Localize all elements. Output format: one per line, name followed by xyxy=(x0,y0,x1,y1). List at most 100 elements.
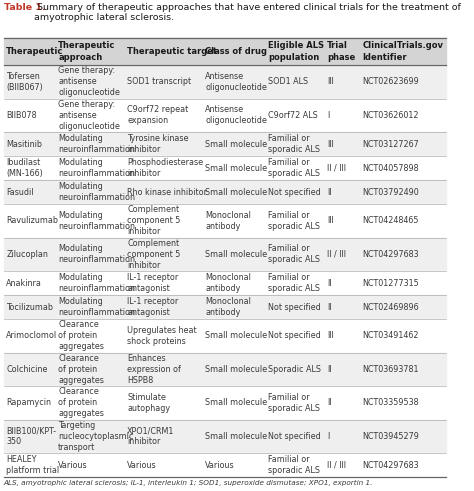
Text: II: II xyxy=(328,188,332,196)
Bar xyxy=(4,132,446,156)
Text: Complement
component 5
inhibitor: Complement component 5 inhibitor xyxy=(127,239,181,270)
Text: III: III xyxy=(328,216,334,225)
Text: NCT03127267: NCT03127267 xyxy=(362,139,419,148)
Text: Familial or
sporadic ALS: Familial or sporadic ALS xyxy=(268,134,320,154)
Text: III: III xyxy=(328,331,334,340)
Text: NCT02469896: NCT02469896 xyxy=(362,302,419,311)
Text: NCT04248465: NCT04248465 xyxy=(362,216,419,225)
Text: SOD1 transcript: SOD1 transcript xyxy=(127,77,191,86)
Text: SOD1 ALS: SOD1 ALS xyxy=(268,77,308,86)
Text: Summary of therapeutic approaches that have entered clinical trials for the trea: Summary of therapeutic approaches that h… xyxy=(34,3,461,23)
Text: Small molecule: Small molecule xyxy=(205,139,267,148)
Text: Class of drug: Class of drug xyxy=(205,47,267,56)
Text: Eligible ALS
population: Eligible ALS population xyxy=(268,41,324,61)
Text: Complement
component 5
inhibitor: Complement component 5 inhibitor xyxy=(127,205,181,236)
Text: I: I xyxy=(328,432,329,441)
Text: Modulating
neuroinflammation: Modulating neuroinflammation xyxy=(58,244,135,264)
Text: Modulating
neuroinflammation: Modulating neuroinflammation xyxy=(58,134,135,154)
Text: Not specified: Not specified xyxy=(268,302,320,311)
Text: Small molecule: Small molecule xyxy=(205,432,267,441)
Text: Small molecule: Small molecule xyxy=(205,250,267,259)
Bar xyxy=(4,419,446,453)
Text: Tocilizumab: Tocilizumab xyxy=(6,302,53,311)
Bar xyxy=(4,65,446,99)
Text: Various: Various xyxy=(58,461,88,469)
Bar xyxy=(4,319,446,353)
Bar xyxy=(4,204,446,238)
Text: Fasudil: Fasudil xyxy=(6,188,34,196)
Text: Upregulates heat
shock proteins: Upregulates heat shock proteins xyxy=(127,326,197,346)
Bar xyxy=(4,99,446,132)
Text: II / III: II / III xyxy=(328,164,346,172)
Text: Anakinra: Anakinra xyxy=(6,278,42,288)
Text: XPO1/CRM1
inhibitor: XPO1/CRM1 inhibitor xyxy=(127,426,174,446)
Text: Various: Various xyxy=(205,461,235,469)
Text: ClinicalTrials.gov
Identifier: ClinicalTrials.gov Identifier xyxy=(362,41,443,61)
Text: Clearance
of protein
aggregates: Clearance of protein aggregates xyxy=(58,354,104,385)
Text: Small molecule: Small molecule xyxy=(205,365,267,374)
Text: II: II xyxy=(328,302,332,311)
Text: Small molecule: Small molecule xyxy=(205,164,267,172)
Text: Targeting
nucleocytoplasmic
transport: Targeting nucleocytoplasmic transport xyxy=(58,421,134,452)
Text: Sporadic ALS: Sporadic ALS xyxy=(268,365,321,374)
Text: Tyrosine kinase
inhibitor: Tyrosine kinase inhibitor xyxy=(127,134,189,154)
Text: Various: Various xyxy=(127,461,156,469)
Text: Enhances
expression of
HSPB8: Enhances expression of HSPB8 xyxy=(127,354,181,385)
Bar xyxy=(4,453,446,477)
Text: Monoclonal
antibody: Monoclonal antibody xyxy=(205,297,251,317)
Text: Monoclonal
antibody: Monoclonal antibody xyxy=(205,273,251,293)
Text: Therapeutic
approach: Therapeutic approach xyxy=(58,41,116,61)
Text: NCT03359538: NCT03359538 xyxy=(362,398,419,407)
Text: Clearance
of protein
aggregates: Clearance of protein aggregates xyxy=(58,320,104,352)
Text: Familial or
sporadic ALS: Familial or sporadic ALS xyxy=(268,244,320,264)
Text: NCT03491462: NCT03491462 xyxy=(362,331,419,340)
Text: Familial or
sporadic ALS: Familial or sporadic ALS xyxy=(268,393,320,413)
Text: NCT04297683: NCT04297683 xyxy=(362,461,419,469)
Bar xyxy=(4,353,446,386)
Text: Modulating
neuroinflammation: Modulating neuroinflammation xyxy=(58,158,135,178)
Text: Small molecule: Small molecule xyxy=(205,398,267,407)
Text: NCT01277315: NCT01277315 xyxy=(362,278,419,288)
Text: Familial or
sporadic ALS: Familial or sporadic ALS xyxy=(268,455,320,475)
Text: Not specified: Not specified xyxy=(268,188,320,196)
Text: Modulating
neuroinflammation: Modulating neuroinflammation xyxy=(58,297,135,317)
Text: Zilucoplan: Zilucoplan xyxy=(6,250,48,259)
Text: Familial or
sporadic ALS: Familial or sporadic ALS xyxy=(268,273,320,293)
Text: III: III xyxy=(328,77,334,86)
Text: Small molecule: Small molecule xyxy=(205,188,267,196)
Text: Trial
phase: Trial phase xyxy=(328,41,356,61)
Text: Clearance
of protein
aggregates: Clearance of protein aggregates xyxy=(58,387,104,418)
Text: NCT04057898: NCT04057898 xyxy=(362,164,419,172)
Text: III: III xyxy=(328,139,334,148)
Text: Therapeutic: Therapeutic xyxy=(6,47,64,56)
Text: Colchicine: Colchicine xyxy=(6,365,47,374)
Text: HEALEY
platform trial: HEALEY platform trial xyxy=(6,455,59,475)
Text: NCT04297683: NCT04297683 xyxy=(362,250,419,259)
Text: BIIB100/KPT-
350: BIIB100/KPT- 350 xyxy=(6,426,56,446)
Text: NCT03626012: NCT03626012 xyxy=(362,111,419,120)
Bar xyxy=(4,238,446,271)
Text: Table 1.: Table 1. xyxy=(4,3,46,12)
Bar xyxy=(4,386,446,419)
Text: Modulating
neuroinflammation: Modulating neuroinflammation xyxy=(58,211,135,231)
Text: C9orf72 ALS: C9orf72 ALS xyxy=(268,111,318,120)
Text: Phosphodiesterase
inhibitor: Phosphodiesterase inhibitor xyxy=(127,158,203,178)
Text: II / III: II / III xyxy=(328,461,346,469)
Bar xyxy=(4,156,446,180)
Text: Familial or
sporadic ALS: Familial or sporadic ALS xyxy=(268,158,320,178)
Text: Gene therapy:
antisense
oligonucleotide: Gene therapy: antisense oligonucleotide xyxy=(58,100,120,131)
Text: IL-1 receptor
antagonist: IL-1 receptor antagonist xyxy=(127,273,178,293)
Text: Antisense
oligonucleotide: Antisense oligonucleotide xyxy=(205,72,267,92)
Text: Therapeutic target: Therapeutic target xyxy=(127,47,217,56)
Text: Familial or
sporadic ALS: Familial or sporadic ALS xyxy=(268,211,320,231)
Text: II: II xyxy=(328,365,332,374)
Text: NCT03693781: NCT03693781 xyxy=(362,365,419,374)
Text: NCT03945279: NCT03945279 xyxy=(362,432,419,441)
Text: Rapamycin: Rapamycin xyxy=(6,398,51,407)
Text: BIIB078: BIIB078 xyxy=(6,111,37,120)
Text: Not specified: Not specified xyxy=(268,331,320,340)
Text: Tofersen
(BIIB067): Tofersen (BIIB067) xyxy=(6,72,43,92)
Text: I: I xyxy=(328,111,329,120)
Text: Small molecule: Small molecule xyxy=(205,331,267,340)
Bar xyxy=(4,38,446,65)
